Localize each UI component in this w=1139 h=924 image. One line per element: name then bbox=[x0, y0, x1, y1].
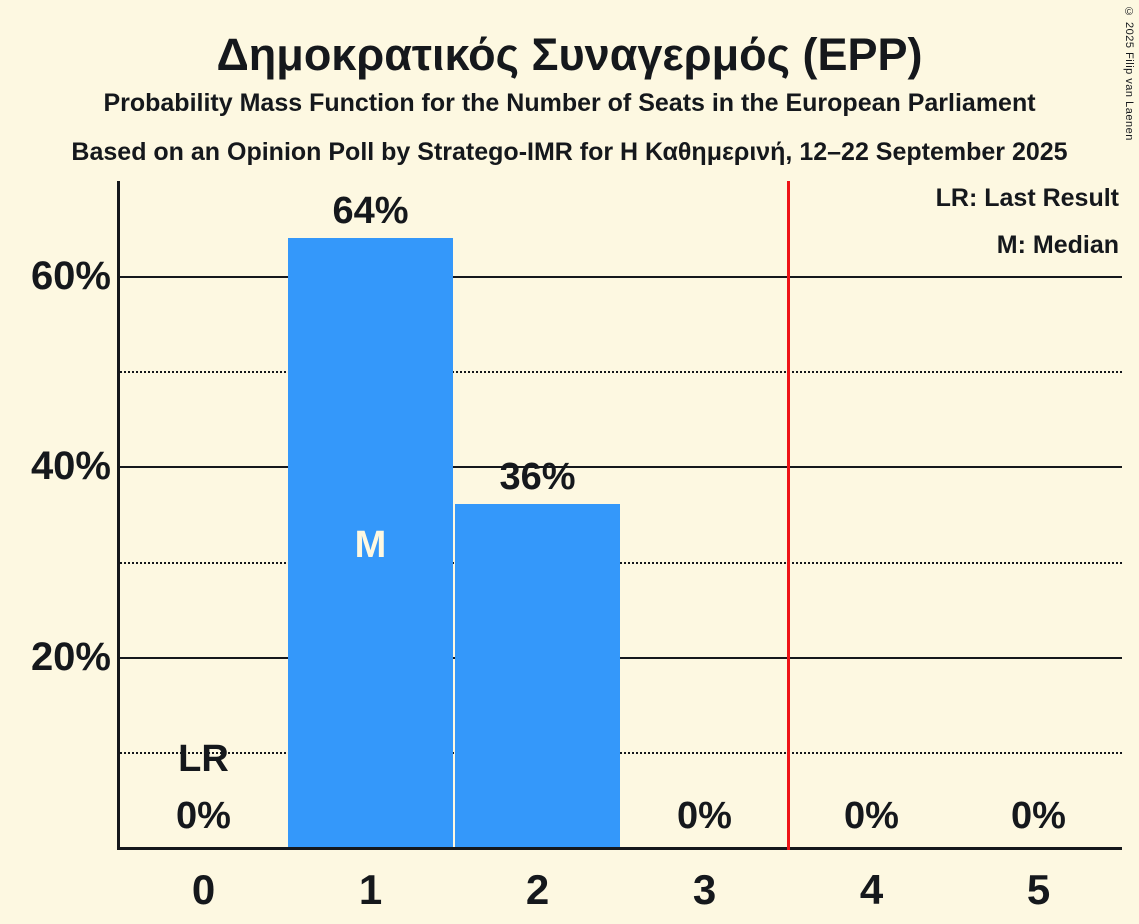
last-result-threshold-line bbox=[786, 181, 790, 850]
bar-value-label: 0% bbox=[1011, 795, 1066, 837]
bar-value-label: 0% bbox=[844, 795, 899, 837]
last-result-marker-label: LR bbox=[178, 738, 229, 780]
legend-median: M: Median bbox=[996, 231, 1119, 259]
bar-value-label: 36% bbox=[499, 456, 576, 499]
x-axis-tick-label: 4 bbox=[859, 866, 884, 913]
bar-value-label: 64% bbox=[332, 190, 409, 233]
bar-value-label: 0% bbox=[176, 795, 231, 837]
gridline-40 bbox=[120, 466, 1122, 469]
y-axis-tick-label: 60% bbox=[30, 254, 111, 299]
plot-area: 20% 40% 60% 0% 0 64% 1 36% 2 0% 3 0% 4 0% 5 M LR bbox=[31, 181, 1122, 911]
chart-title: Δημοκρατικός Συναγερμός (EPP) bbox=[216, 29, 923, 80]
chart-subtitle: Probability Mass Function for the Number… bbox=[103, 89, 1036, 117]
y-axis-tick-label: 20% bbox=[30, 634, 111, 679]
gridline-60 bbox=[120, 276, 1122, 279]
x-axis-tick-label: 2 bbox=[525, 866, 550, 913]
probability-bar bbox=[288, 238, 453, 847]
chart-source-line: Based on an Opinion Poll by Stratego-IMR… bbox=[71, 138, 1068, 166]
copyright-notice: © 2025 Filip van Laenen bbox=[1123, 6, 1135, 141]
gridline-dotted-10 bbox=[120, 751, 1122, 754]
x-axis-tick-label: 1 bbox=[358, 866, 383, 913]
x-axis-tick-label: 3 bbox=[692, 866, 717, 913]
y-axis-tick-label: 40% bbox=[30, 444, 111, 489]
x-axis-tick-label: 5 bbox=[1026, 866, 1051, 913]
chart-legend: LR: Last Result M: Median bbox=[936, 186, 1119, 280]
gridline-20 bbox=[120, 656, 1122, 659]
legend-last-result: LR: Last Result bbox=[935, 184, 1119, 212]
gridline-dotted-50 bbox=[120, 371, 1122, 374]
gridline-dotted-30 bbox=[120, 561, 1122, 564]
probability-bar bbox=[455, 504, 620, 847]
bar-value-label: 0% bbox=[677, 795, 732, 837]
x-axis-tick-label: 0 bbox=[191, 866, 216, 913]
median-marker-label: M bbox=[354, 524, 387, 566]
